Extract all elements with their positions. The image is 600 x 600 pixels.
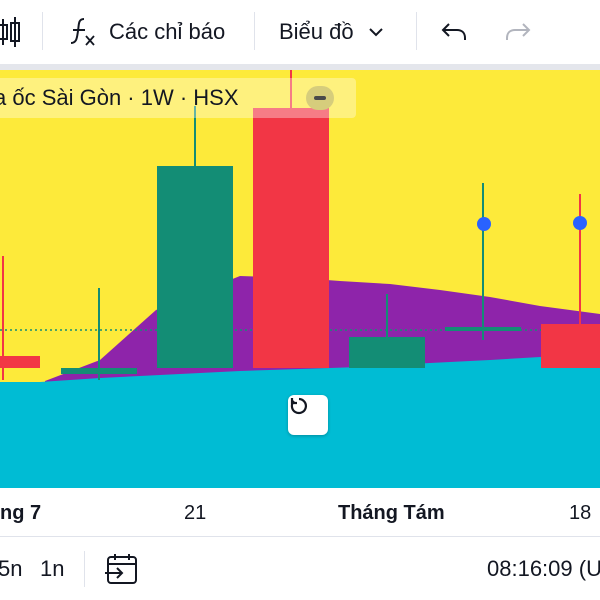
candle-aug-18	[541, 194, 600, 368]
toolbar-divider	[254, 12, 255, 50]
range-5-days-label: 5n	[0, 555, 23, 581]
collapse-legend-button[interactable]	[306, 86, 334, 110]
candle-jul-28	[253, 70, 329, 368]
time-tick: Tháng Tám	[338, 502, 445, 524]
chart-type-dropdown[interactable]: Biểu đồ	[279, 0, 386, 64]
undo-icon	[441, 23, 466, 40]
candles-icon	[0, 17, 20, 47]
event-marker	[573, 216, 587, 230]
time-tick: 18	[569, 502, 592, 524]
collapse-legend-icon	[314, 96, 326, 100]
redo-button[interactable]	[504, 0, 532, 64]
indicators-label: Các chỉ báo	[109, 19, 226, 44]
reset-chart-icon	[290, 397, 307, 415]
redo-icon	[506, 23, 531, 40]
chart-pane[interactable]: a ốc Sài Gòn · 1W · HSX	[0, 70, 600, 488]
chart-type-label: Biểu đồ	[279, 19, 354, 44]
symbol-title: a ốc Sài Gòn · 1W · HSX	[0, 85, 239, 110]
toolbar-divider	[416, 12, 417, 50]
candle-jul-14	[61, 288, 137, 380]
clock-timezone-button[interactable]: 08:16:09 (U	[487, 537, 600, 600]
undo-button[interactable]	[440, 0, 468, 64]
candle-style-button[interactable]	[0, 0, 22, 64]
clock-label: 08:16:09 (U	[487, 555, 600, 581]
reset-chart-button[interactable]	[288, 395, 328, 435]
indicators-button[interactable]: Các chỉ báo	[68, 0, 225, 64]
divider	[0, 536, 600, 537]
toolbar-shadow	[0, 64, 600, 70]
range-1-day-button[interactable]: 1n	[40, 537, 64, 600]
bottom-toolbar: 5n 1n 08:16:09 (U	[0, 537, 600, 600]
go-to-date-button[interactable]	[104, 537, 140, 600]
bottom-divider	[84, 551, 85, 587]
candle-aug-04	[349, 294, 425, 368]
toolbar-divider	[42, 12, 43, 50]
chart-canvas[interactable]	[0, 70, 600, 488]
go-to-date-icon	[105, 553, 137, 584]
event-marker	[477, 217, 491, 231]
candle-jul-21	[157, 106, 233, 368]
range-1-day-label: 1n	[40, 555, 65, 581]
symbol-legend[interactable]: a ốc Sài Gòn · 1W · HSX	[0, 78, 356, 118]
time-axis[interactable]: ng 7 21 Tháng Tám 18	[0, 488, 600, 536]
range-5-days-button[interactable]: 5n	[0, 537, 22, 600]
function-fx-icon	[70, 18, 95, 46]
time-tick: 21	[184, 502, 207, 524]
candle-jul-07	[0, 256, 40, 380]
time-tick: ng 7	[0, 502, 42, 524]
chevron-down-icon	[368, 28, 383, 37]
candle-aug-11	[445, 183, 521, 340]
top-toolbar: Các chỉ báo Biểu đồ	[0, 0, 600, 64]
